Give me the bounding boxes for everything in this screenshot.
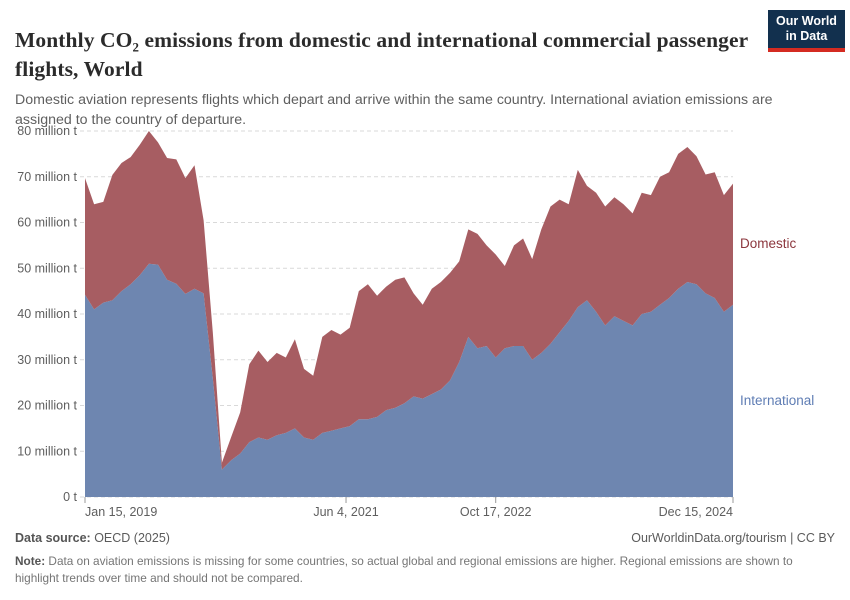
footer-source-row: Data source: OECD (2025) OurWorldinData.… (15, 531, 835, 545)
stacked-area-chart[interactable]: 0 t 10 million t 20 million t 30 million t 4… (0, 116, 850, 520)
y-axis-tick-label: 20 million t (17, 399, 77, 413)
y-axis-tick-label: 10 million t (17, 444, 77, 458)
data-source-value: OECD (2025) (90, 531, 170, 545)
y-axis-tick-label: 70 million t (17, 170, 77, 184)
y-axis-tick-label: 0 t (63, 490, 77, 504)
y-axis-tick-label: 80 million t (17, 124, 77, 138)
note-label: Note: (15, 554, 46, 568)
y-axis-tick-label: 30 million t (17, 353, 77, 367)
chart-subtitle: Domestic aviation represents flights whi… (15, 92, 773, 129)
y-axis-tick-label: 40 million t (17, 307, 77, 321)
legend-label-domestic[interactable]: Domestic (740, 236, 797, 251)
x-axis-tick-label: Jan 15, 2019 (85, 505, 157, 519)
area-domestic[interactable] (85, 131, 733, 470)
x-axis-tick-label: Jun 4, 2021 (313, 505, 378, 519)
x-axis-tick-label: Dec 15, 2024 (659, 505, 733, 519)
owid-logo-line1: Our World (776, 13, 837, 28)
legend-label-international[interactable]: International (740, 393, 814, 408)
area-international[interactable] (85, 263, 733, 497)
chart-title: Monthly CO₂ emissions from domestic and … (15, 28, 748, 81)
data-source-label: Data source: (15, 531, 91, 545)
data-source-text: Data source: OECD (2025) (15, 531, 170, 545)
owid-logo-line2: in Data (785, 29, 828, 43)
y-axis-tick-label: 60 million t (17, 216, 77, 230)
note-text: Data on aviation emissions is missing fo… (15, 554, 793, 586)
owid-credit-link[interactable]: OurWorldinData.org/tourism | CC BY (631, 531, 835, 545)
x-axis-tick-label: Oct 17, 2022 (460, 505, 532, 519)
y-axis-tick-label: 50 million t (17, 261, 77, 275)
footer-note-row: Note: Data on aviation emissions is miss… (15, 553, 835, 587)
owid-logo[interactable]: Our World in Data (768, 10, 845, 52)
